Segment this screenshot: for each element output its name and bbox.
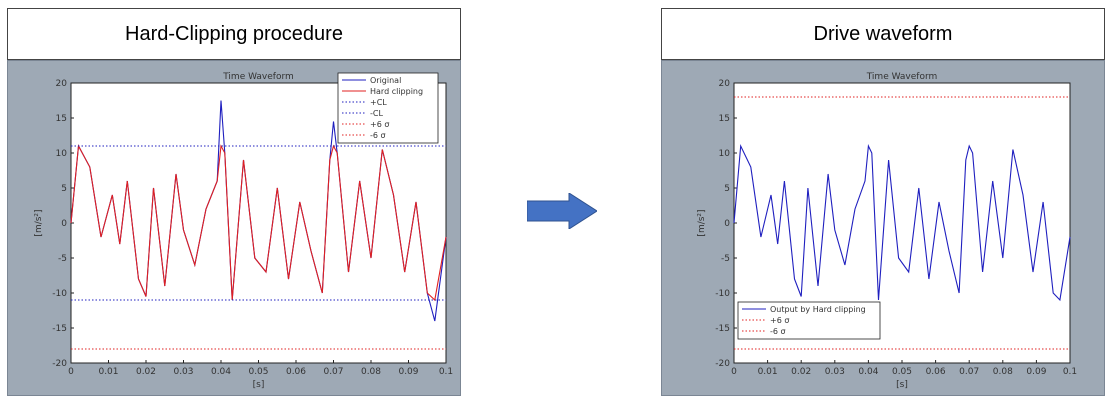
y-tick-label: 20 bbox=[56, 79, 68, 89]
y-tick-label: -15 bbox=[52, 324, 67, 334]
legend-label: Original bbox=[370, 76, 401, 85]
legend-label: Output by Hard clipping bbox=[770, 305, 866, 314]
x-tick-label: 0.02 bbox=[791, 367, 811, 377]
chart-title: Time Waveform bbox=[222, 72, 294, 82]
x-tick-label: 0.01 bbox=[98, 367, 118, 377]
x-tick-label: 0.06 bbox=[926, 367, 946, 377]
x-tick-label: 0.01 bbox=[758, 367, 778, 377]
x-tick-label: 0.08 bbox=[993, 367, 1013, 377]
chart-title: Time Waveform bbox=[866, 72, 938, 82]
legend-label: -CL bbox=[370, 109, 383, 118]
x-tick-label: 0.05 bbox=[892, 367, 912, 377]
x-tick-label: 0.02 bbox=[136, 367, 156, 377]
left-chart: Time Waveform 0 0.01 0.02 0.03 0.04 0.05 0.06 0.… bbox=[34, 72, 453, 390]
x-tick-label: 0.04 bbox=[211, 367, 231, 377]
y-tick-label: 0 bbox=[61, 219, 67, 229]
right-caption: Drive waveform bbox=[661, 8, 1105, 60]
right-figure-window: Time Waveform 0 0.01 0.02 0.03 0.04 0.05 0.06 0.… bbox=[661, 60, 1105, 396]
right-arrow-icon bbox=[527, 193, 597, 229]
x-tick-label: 0.04 bbox=[858, 367, 878, 377]
x-tick-label: 0.1 bbox=[1063, 367, 1077, 377]
x-tick-label: 0.03 bbox=[825, 367, 845, 377]
left-caption: Hard-Clipping procedure bbox=[7, 8, 461, 60]
legend-label: +6 σ bbox=[370, 120, 389, 129]
x-tick-label: 0.03 bbox=[173, 367, 193, 377]
y-tick-label: -10 bbox=[715, 289, 730, 299]
legend-box bbox=[337, 72, 439, 144]
y-tick-label: -5 bbox=[721, 254, 730, 264]
x-tick-label: 0.1 bbox=[439, 367, 453, 377]
x-tick-label: 0.09 bbox=[398, 367, 418, 377]
series-line-1 bbox=[70, 144, 447, 302]
y-axis-label: [m/s²] bbox=[697, 209, 707, 236]
series-line-0 bbox=[733, 143, 1071, 302]
y-axis-label: [m/s²] bbox=[34, 209, 44, 236]
y-tick-label: -15 bbox=[715, 324, 730, 334]
x-tick-label: 0.07 bbox=[323, 367, 343, 377]
legend-label: Hard clipping bbox=[370, 87, 423, 96]
y-tick-label: 10 bbox=[719, 149, 731, 159]
y-tick-label: 15 bbox=[719, 114, 730, 124]
x-tick-label: 0 bbox=[68, 367, 74, 377]
left-figure-window: Time Waveform 0 0.01 0.02 0.03 0.04 0.05 0.06 0.… bbox=[7, 60, 461, 396]
right-chart: Time Waveform 0 0.01 0.02 0.03 0.04 0.05 0.06 0.… bbox=[697, 72, 1077, 390]
x-axis-label: [s] bbox=[896, 380, 908, 390]
y-tick-label: -10 bbox=[52, 289, 67, 299]
y-tick-label: 5 bbox=[724, 184, 730, 194]
legend-label: -6 σ bbox=[770, 327, 786, 336]
legend-box bbox=[737, 301, 881, 340]
legend-label: -6 σ bbox=[370, 131, 386, 140]
x-tick-label: 0 bbox=[731, 367, 737, 377]
x-tick-label: 0.05 bbox=[248, 367, 268, 377]
legend-label: +CL bbox=[370, 98, 387, 107]
y-tick-label: -20 bbox=[715, 359, 730, 369]
x-tick-label: 0.08 bbox=[361, 367, 381, 377]
y-tick-label: -20 bbox=[52, 359, 67, 369]
y-tick-label: 10 bbox=[56, 149, 68, 159]
x-axis-label: [s] bbox=[253, 380, 265, 390]
x-tick-label: 0.09 bbox=[1026, 367, 1046, 377]
y-tick-label: 0 bbox=[724, 219, 730, 229]
y-tick-label: 20 bbox=[719, 79, 731, 89]
y-tick-label: 5 bbox=[61, 184, 67, 194]
x-tick-label: 0.06 bbox=[286, 367, 306, 377]
y-tick-label: -5 bbox=[58, 254, 67, 264]
y-tick-label: 15 bbox=[56, 114, 67, 124]
legend-label: +6 σ bbox=[770, 316, 789, 325]
x-tick-label: 0.07 bbox=[959, 367, 979, 377]
